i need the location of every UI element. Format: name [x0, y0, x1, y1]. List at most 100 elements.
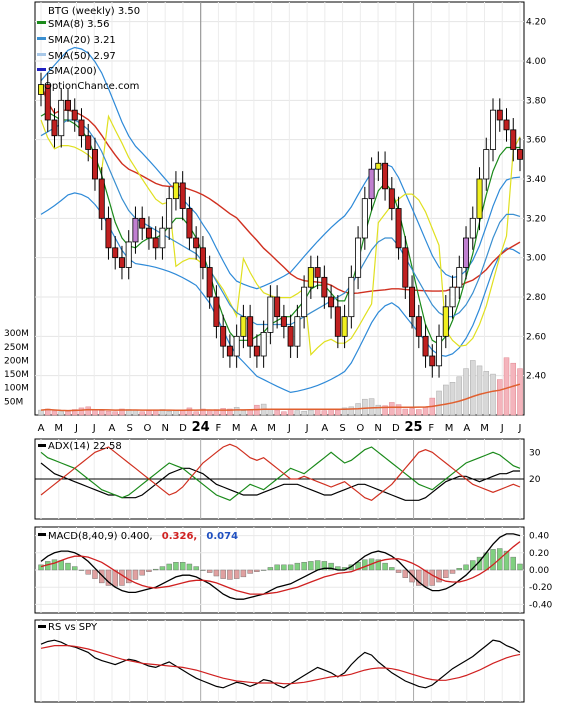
candle-body — [395, 208, 402, 249]
macd-hist-bar — [389, 567, 395, 571]
macd-hist-bar — [193, 566, 199, 571]
volume-bar — [382, 405, 388, 416]
adx-series-2 — [40, 443, 521, 501]
volume-bar — [220, 408, 226, 416]
candle-body — [179, 182, 186, 209]
candle-body — [368, 168, 375, 200]
volume-bar — [456, 376, 463, 416]
x-tick-label: A — [321, 423, 328, 434]
candle-body — [186, 208, 193, 239]
macd-hist-bar — [328, 562, 334, 571]
candle-body — [267, 296, 274, 333]
candle-body — [152, 237, 159, 249]
volume-bar — [240, 410, 247, 416]
volume-bar — [193, 411, 199, 416]
macd-hist-bar — [99, 569, 105, 584]
macd-hist-bar — [152, 568, 159, 571]
volume-bar — [58, 411, 64, 416]
macd-hist-bar — [443, 569, 449, 578]
candle-body — [233, 335, 240, 357]
candle-body — [78, 119, 85, 137]
volume-bar — [395, 404, 402, 416]
candle-body — [436, 335, 443, 367]
candle-body — [388, 188, 395, 209]
candle-body — [44, 84, 51, 121]
price-tick-label: 2.60 — [526, 332, 546, 342]
adx-label: ADX(14) 22.58 — [48, 441, 122, 452]
x-tick-label: M — [445, 423, 454, 434]
candle-body — [51, 119, 58, 137]
candlesticks — [38, 72, 524, 378]
price-tick-label: 2.80 — [526, 293, 546, 303]
macd-hist-bar — [267, 567, 274, 571]
candle-body — [172, 182, 179, 200]
macd-hist-bar — [112, 569, 118, 587]
volume-axis-labels: 300M 250M 200M 150M 100M 50M — [4, 329, 29, 407]
candle-body — [58, 99, 65, 137]
x-tick-label: F — [428, 423, 434, 434]
candle-body — [301, 286, 308, 318]
volume-bar — [78, 407, 85, 416]
volume-bar — [517, 368, 523, 416]
candle-body — [321, 276, 328, 298]
legend-label-sma20: SMA(20) 3.21 — [48, 35, 116, 46]
macd-hist-bar — [422, 569, 429, 587]
candle-body — [449, 286, 456, 308]
macd-hist-bar — [301, 562, 307, 571]
candle-body — [409, 286, 416, 318]
macd-hist-bar — [51, 559, 58, 571]
candle-body — [415, 316, 422, 337]
volume-bar — [85, 406, 91, 416]
macd-hist-bar — [146, 569, 152, 572]
volume-bars — [38, 357, 523, 416]
price-panel-frame — [34, 1, 525, 416]
macd-tick-label: -0.40 — [529, 600, 553, 610]
candle-body — [348, 276, 355, 318]
macd-series-0 — [40, 533, 521, 600]
candle-body — [112, 247, 119, 259]
volume-tick-label: 50M — [4, 397, 23, 407]
candle-body — [253, 345, 260, 357]
x-tick-label: 25 — [405, 420, 423, 435]
rs-label: RS vs SPY — [48, 622, 98, 633]
macd-tick-label: 0.20 — [529, 549, 549, 559]
macd-hist-bar — [247, 569, 253, 574]
legend-label-sma200: SMA(200) — [48, 66, 97, 77]
macd-hist-bar — [456, 568, 462, 571]
macd-hist-bar — [85, 569, 91, 575]
volume-bar — [233, 407, 240, 416]
macd-hist-bar — [254, 569, 260, 572]
macd-legend-swatch — [38, 533, 46, 536]
candle-body — [375, 162, 382, 170]
x-tick-label: F — [216, 423, 222, 434]
volume-bar — [422, 407, 429, 416]
legend-swatch-sma200 — [37, 68, 46, 71]
macd-hist-bar — [213, 569, 220, 577]
watermark: OptionChance.com — [44, 81, 139, 92]
volume-bar — [274, 409, 280, 416]
x-tick-label: A — [463, 423, 470, 434]
candle-body — [220, 326, 227, 347]
volume-bar — [287, 409, 294, 416]
macd-hist-bar — [510, 556, 516, 571]
volume-bar — [321, 410, 328, 416]
macd-tick-label: 0.00 — [529, 566, 549, 576]
volume-bar — [368, 398, 375, 416]
macd-hist-bar — [321, 561, 328, 571]
volume-tick-label: 250M — [4, 343, 29, 353]
candle-body — [199, 247, 206, 268]
macd-hist-bar — [362, 559, 368, 571]
macd-hist-bar — [355, 562, 361, 571]
volume-bar — [71, 409, 78, 416]
volume-bar — [490, 373, 496, 416]
volume-bar — [497, 379, 503, 416]
volume-bar — [119, 408, 125, 416]
legend-swatch-sma20 — [37, 37, 46, 40]
x-tick-label: M — [267, 423, 276, 434]
chart-title: BTG (weekly) 3.50 — [48, 6, 140, 17]
x-tick-label: O — [144, 423, 152, 434]
macd-hist-bar — [490, 549, 496, 571]
x-tick-label: D — [392, 423, 400, 434]
x-tick-label: J — [518, 423, 522, 434]
macd-hist-bar — [416, 569, 422, 586]
